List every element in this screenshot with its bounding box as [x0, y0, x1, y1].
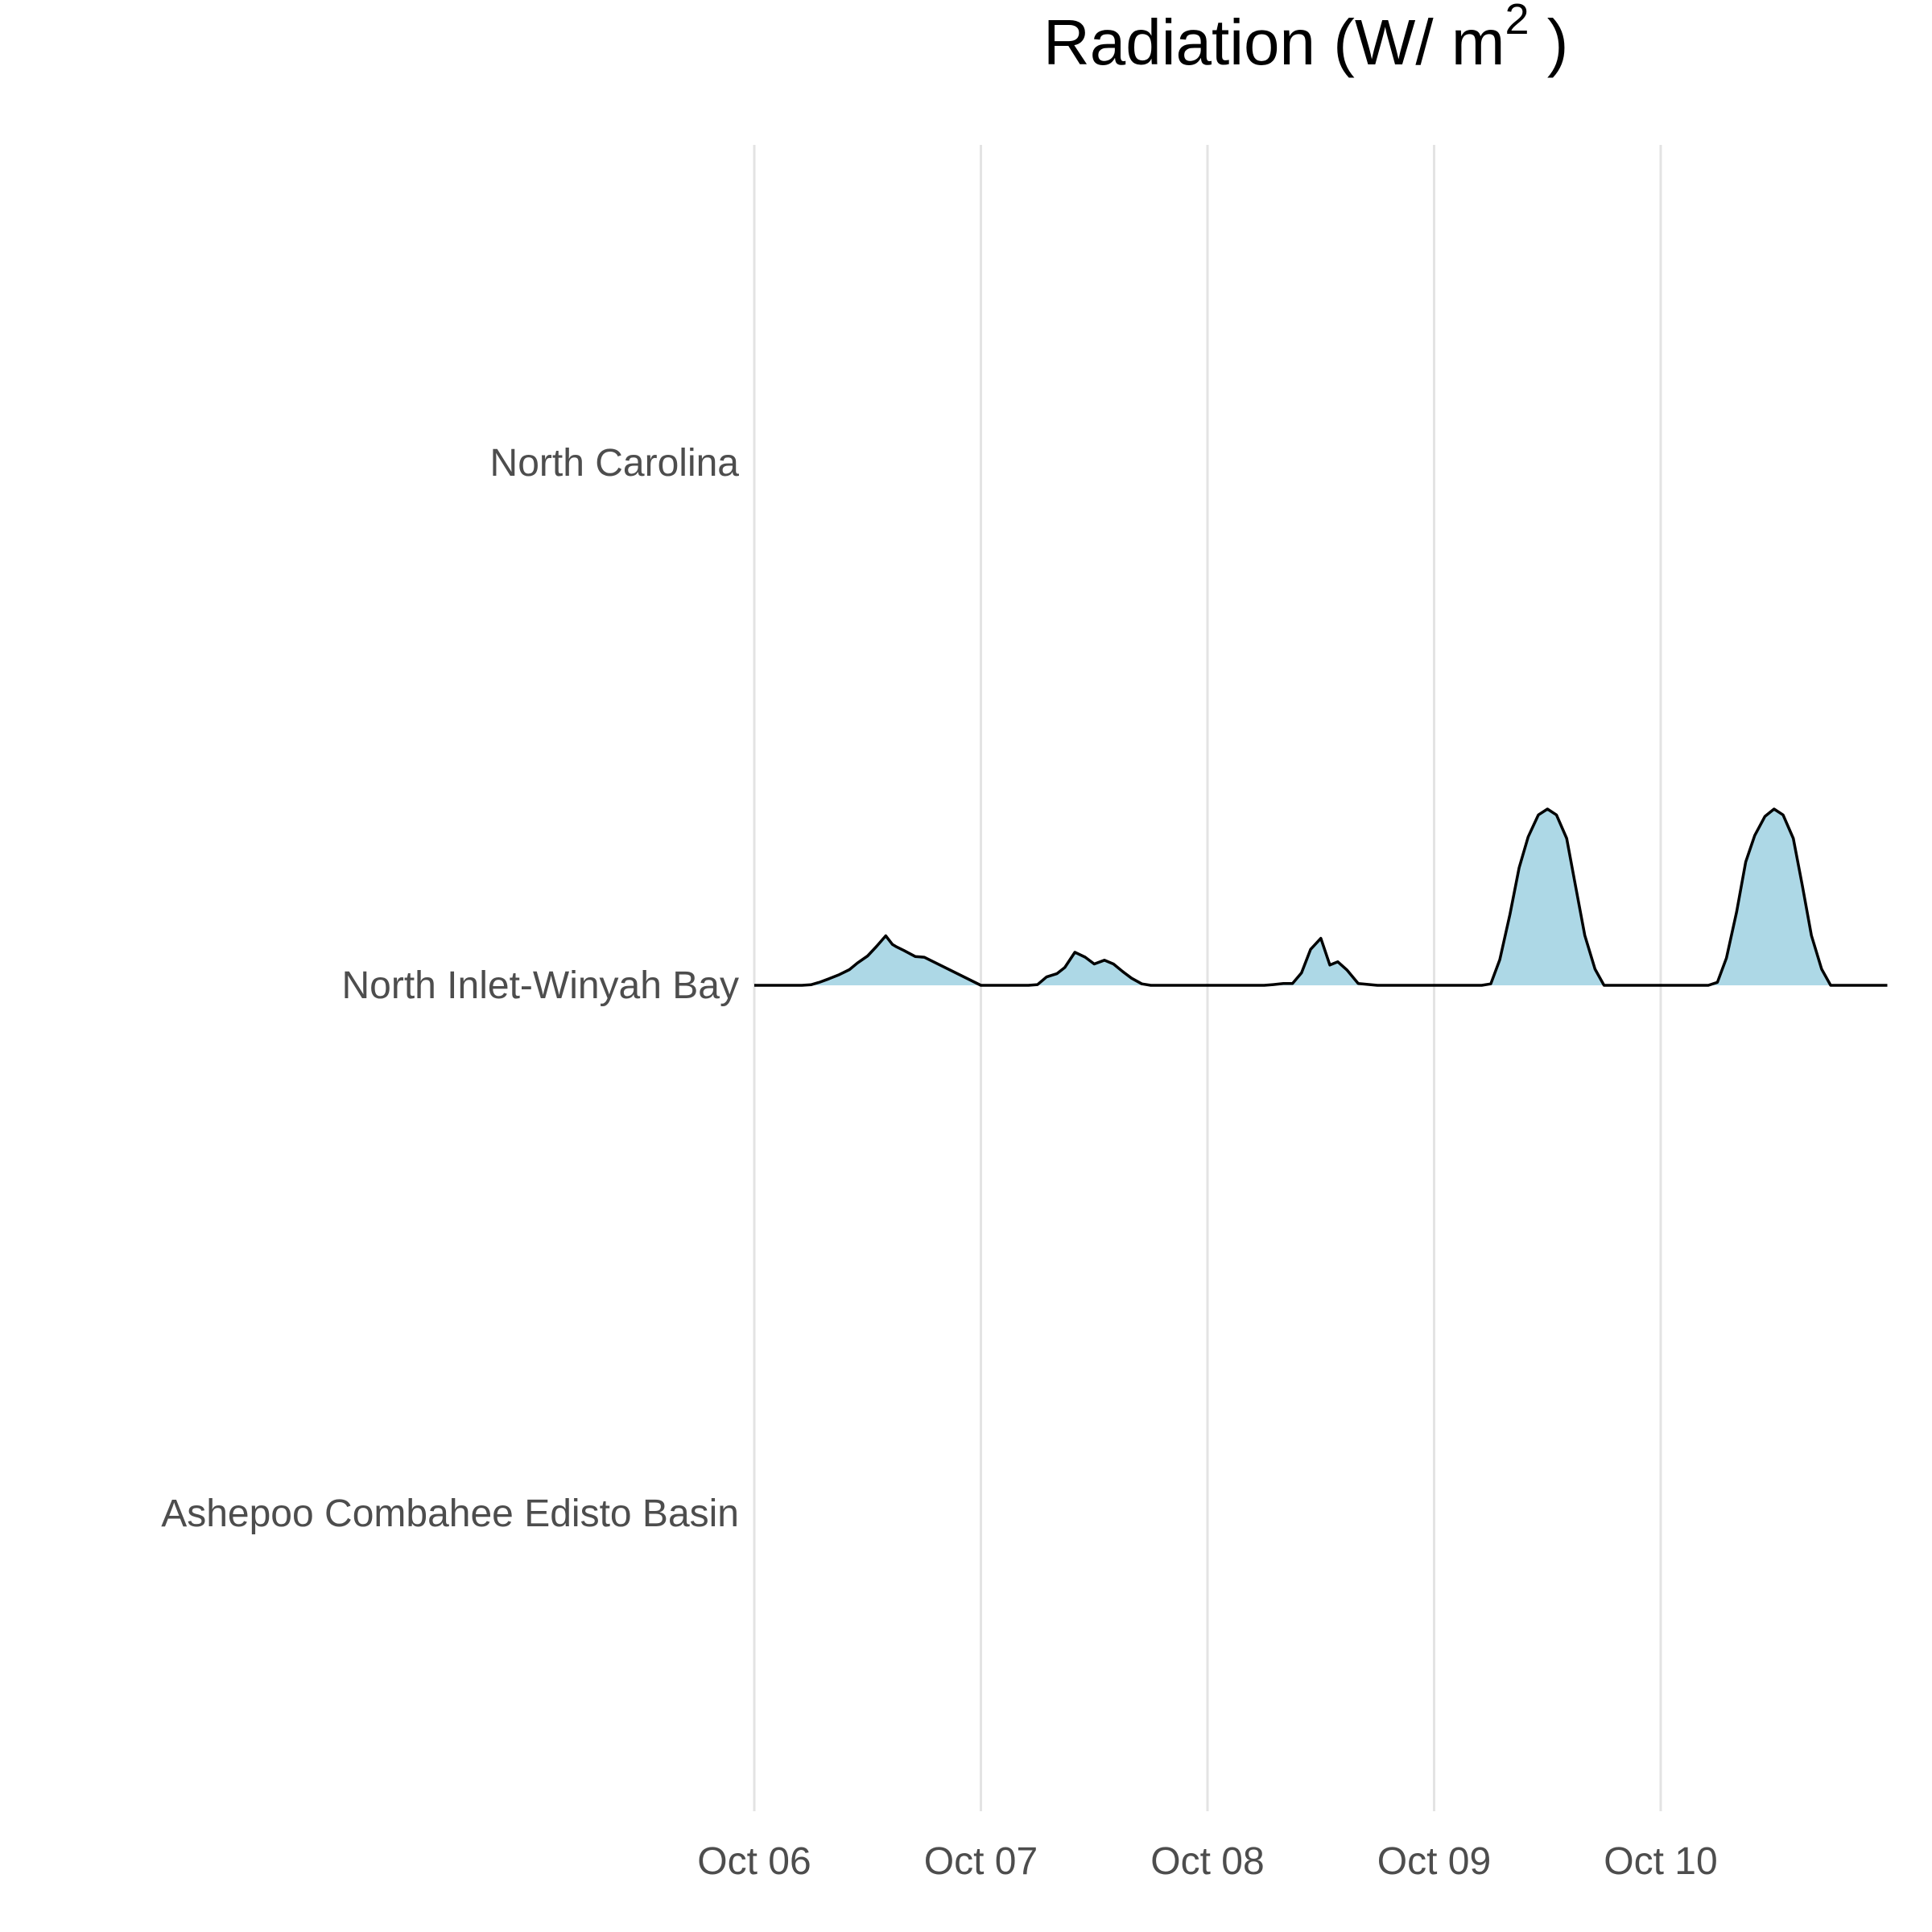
x-tick-label: Oct 10: [1604, 1840, 1717, 1883]
y-axis-labels: Ashepoo Combahee Edisto Basin North Inlet…: [161, 442, 739, 1535]
series-line: [754, 807, 1888, 987]
x-tick-label: Oct 08: [1150, 1840, 1264, 1883]
x-axis-labels: Oct 06 Oct 07 Oct 08 Oct 09 Oct 10: [697, 1840, 1717, 1883]
x-tick-label: Oct 06: [697, 1840, 811, 1883]
grid-lines: [753, 145, 1662, 1811]
y-category-label: North Carolina: [490, 442, 740, 485]
series-area: [754, 809, 1888, 985]
chart-title: Radiation (W/ m2 ): [1043, 0, 1568, 78]
x-tick-label: Oct 09: [1377, 1840, 1491, 1883]
series-group: [754, 807, 1888, 987]
y-category-label: North Inlet-Winyah Bay: [341, 964, 739, 1007]
x-tick-label: Oct 07: [924, 1840, 1038, 1883]
y-category-label: Ashepoo Combahee Edisto Basin: [161, 1492, 739, 1535]
